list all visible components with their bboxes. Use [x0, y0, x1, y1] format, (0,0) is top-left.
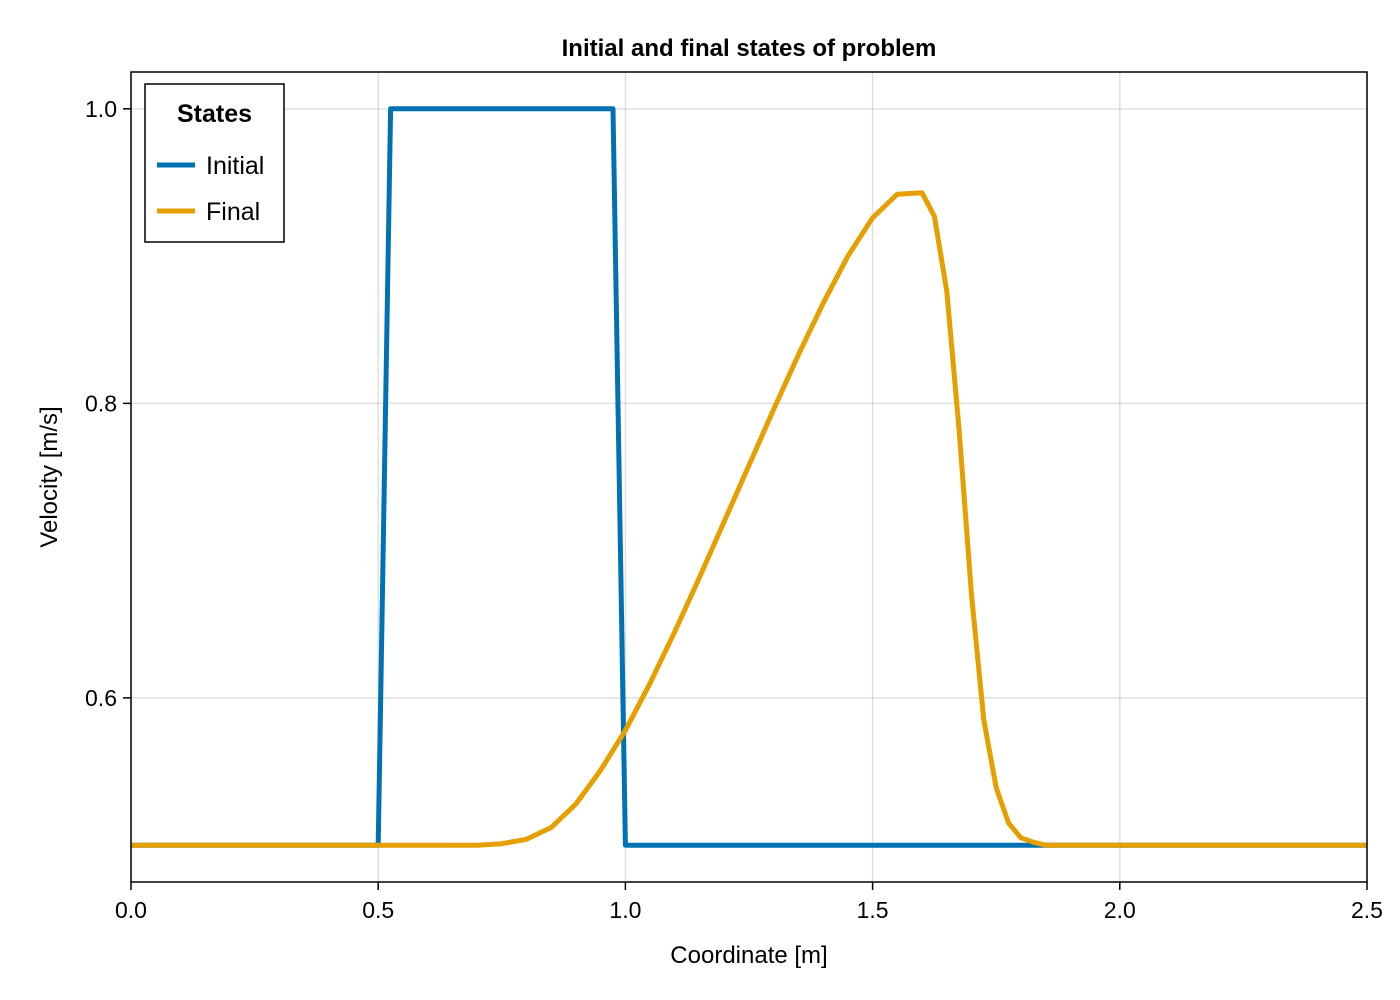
- x-tick-label: 2.0: [1104, 897, 1136, 923]
- legend-entries: Initial Final: [157, 152, 264, 226]
- x-tick-label: 0.0: [115, 897, 147, 923]
- series-layer: [131, 106, 1367, 848]
- legend: States Initial Final: [144, 83, 285, 243]
- ticks: 0.0 0.5 1.0 1.5 2.0 2.5 0.6 0.8 1.0: [85, 96, 1383, 923]
- x-tick-label: 2.5: [1351, 897, 1383, 923]
- x-tick-label: 0.5: [362, 897, 394, 923]
- legend-label-final: Final: [206, 198, 260, 226]
- x-tick-label: 1.0: [609, 897, 641, 923]
- y-tick-label: 0.6: [85, 685, 117, 711]
- y-tick-label: 1.0: [85, 96, 117, 122]
- y-tick-label: 0.8: [85, 390, 117, 416]
- x-tick-label: 1.5: [857, 897, 889, 923]
- chart-title: Initial and final states of problem: [562, 35, 937, 62]
- series-line-final: [131, 190, 1367, 848]
- legend-label-initial: Initial: [206, 152, 264, 180]
- x-axis-label: Coordinate [m]: [670, 942, 827, 969]
- legend-title: States: [177, 100, 252, 128]
- y-axis-label: Velocity [m/s]: [36, 406, 63, 547]
- plot-frame: [130, 71, 1368, 883]
